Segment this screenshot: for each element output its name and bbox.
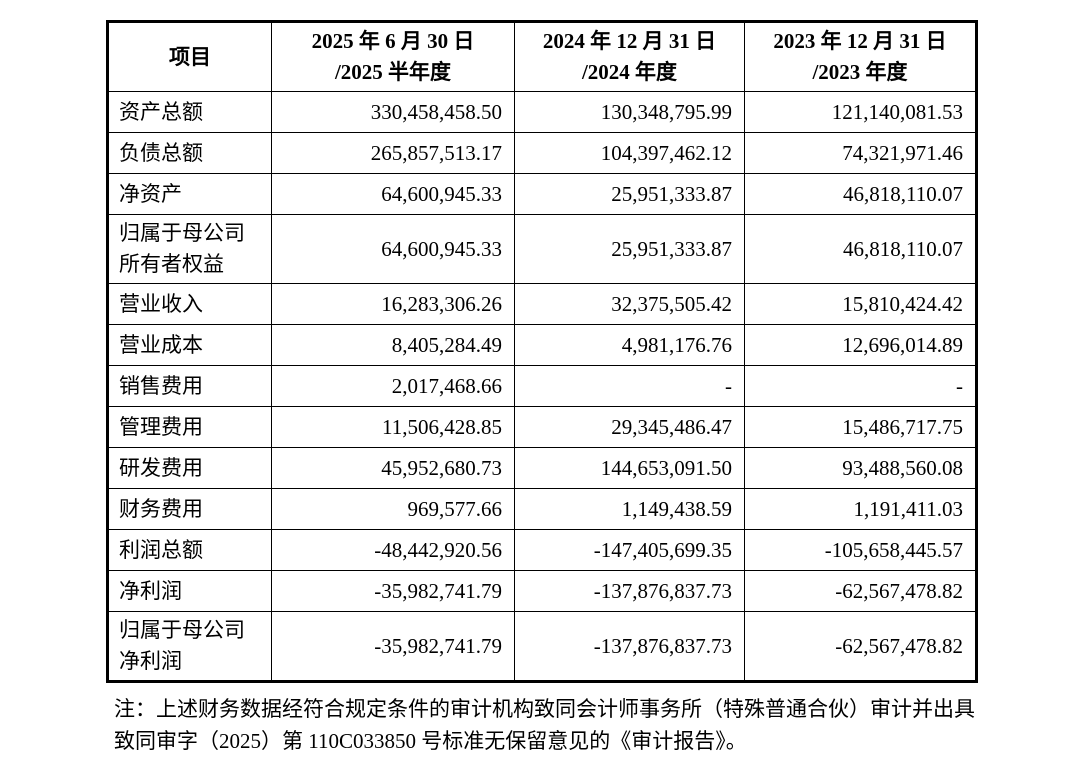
row-label: 研发费用 <box>107 447 272 489</box>
financial-summary-table: 项目 2025 年 6 月 30 日 /2025 半年度 2024 年 12 月… <box>106 20 978 683</box>
cell-2024-value: 144,653,091.50 <box>514 447 745 489</box>
row-label: 营业成本 <box>107 324 272 366</box>
cell-2024-value: - <box>514 365 745 407</box>
cell-2025-value: 330,458,458.50 <box>271 91 515 133</box>
cell-2025-value: 969,577.66 <box>271 488 515 530</box>
cell-2023-value: -62,567,478.82 <box>744 570 977 612</box>
cell-2024-value: -137,876,837.73 <box>514 570 745 612</box>
cell-2023-value: 74,321,971.46 <box>744 132 977 174</box>
cell-2025-value: 64,600,945.33 <box>271 173 515 215</box>
table-row: 营业成本 8,405,284.49 4,981,176.76 12,696,01… <box>107 324 977 366</box>
cell-2024-value: 104,397,462.12 <box>514 132 745 174</box>
cell-2023-value: -105,658,445.57 <box>744 529 977 571</box>
table-row: 财务费用 969,577.66 1,149,438.59 1,191,411.0… <box>107 488 977 530</box>
cell-2023-value: 46,818,110.07 <box>744 173 977 215</box>
cell-2023-value: 15,810,424.42 <box>744 283 977 325</box>
cell-2025-value: 11,506,428.85 <box>271 406 515 448</box>
table-header-row: 项目 2025 年 6 月 30 日 /2025 半年度 2024 年 12 月… <box>107 21 977 92</box>
header-2024-year: 2024 年 12 月 31 日 /2024 年度 <box>514 21 745 92</box>
cell-2025-value: -35,982,741.79 <box>271 570 515 612</box>
table-row: 归属于母公司 净利润 -35,982,741.79 -137,876,837.7… <box>107 611 977 682</box>
financial-report-page: 项目 2025 年 6 月 30 日 /2025 半年度 2024 年 12 月… <box>106 20 978 757</box>
table-row: 净利润 -35,982,741.79 -137,876,837.73 -62,5… <box>107 570 977 612</box>
row-label: 归属于母公司 所有者权益 <box>107 214 272 284</box>
header-2025-half-year: 2025 年 6 月 30 日 /2025 半年度 <box>271 21 515 92</box>
table-row: 利润总额 -48,442,920.56 -147,405,699.35 -105… <box>107 529 977 571</box>
cell-2025-value: -35,982,741.79 <box>271 611 515 682</box>
table-row: 归属于母公司 所有者权益 64,600,945.33 25,951,333.87… <box>107 214 977 284</box>
cell-2023-value: -62,567,478.82 <box>744 611 977 682</box>
cell-2024-value: -147,405,699.35 <box>514 529 745 571</box>
cell-2023-value: 121,140,081.53 <box>744 91 977 133</box>
table-row: 管理费用 11,506,428.85 29,345,486.47 15,486,… <box>107 406 977 448</box>
cell-2025-value: -48,442,920.56 <box>271 529 515 571</box>
row-label: 资产总额 <box>107 91 272 133</box>
row-label: 净资产 <box>107 173 272 215</box>
cell-2023-value: 12,696,014.89 <box>744 324 977 366</box>
row-label: 利润总额 <box>107 529 272 571</box>
cell-2024-value: 32,375,505.42 <box>514 283 745 325</box>
row-label: 财务费用 <box>107 488 272 530</box>
cell-2025-value: 64,600,945.33 <box>271 214 515 284</box>
cell-2024-value: 1,149,438.59 <box>514 488 745 530</box>
cell-2025-value: 265,857,513.17 <box>271 132 515 174</box>
cell-2023-value: 1,191,411.03 <box>744 488 977 530</box>
header-2023-year: 2023 年 12 月 31 日 /2023 年度 <box>744 21 977 92</box>
row-label: 销售费用 <box>107 365 272 407</box>
cell-2024-value: 4,981,176.76 <box>514 324 745 366</box>
table-row: 负债总额 265,857,513.17 104,397,462.12 74,32… <box>107 132 977 174</box>
cell-2025-value: 2,017,468.66 <box>271 365 515 407</box>
cell-2024-value: 130,348,795.99 <box>514 91 745 133</box>
row-label: 管理费用 <box>107 406 272 448</box>
row-label: 负债总额 <box>107 132 272 174</box>
table-row: 净资产 64,600,945.33 25,951,333.87 46,818,1… <box>107 173 977 215</box>
cell-2025-value: 16,283,306.26 <box>271 283 515 325</box>
cell-2024-value: 29,345,486.47 <box>514 406 745 448</box>
row-label: 归属于母公司 净利润 <box>107 611 272 682</box>
cell-2024-value: 25,951,333.87 <box>514 214 745 284</box>
table-row: 研发费用 45,952,680.73 144,653,091.50 93,488… <box>107 447 977 489</box>
cell-2023-value: 93,488,560.08 <box>744 447 977 489</box>
cell-2024-value: -137,876,837.73 <box>514 611 745 682</box>
table-row: 资产总额 330,458,458.50 130,348,795.99 121,1… <box>107 91 977 133</box>
cell-2024-value: 25,951,333.87 <box>514 173 745 215</box>
cell-2023-value: - <box>744 365 977 407</box>
cell-2023-value: 15,486,717.75 <box>744 406 977 448</box>
row-label: 净利润 <box>107 570 272 612</box>
table-row: 营业收入 16,283,306.26 32,375,505.42 15,810,… <box>107 283 977 325</box>
row-label: 营业收入 <box>107 283 272 325</box>
cell-2025-value: 8,405,284.49 <box>271 324 515 366</box>
audit-note: 注：上述财务数据经符合规定条件的审计机构致同会计师事务所（特殊普通合伙）审计并出… <box>114 697 975 753</box>
cell-2023-value: 46,818,110.07 <box>744 214 977 284</box>
table-body: 资产总额 330,458,458.50 130,348,795.99 121,1… <box>107 91 977 682</box>
header-item-column: 项目 <box>107 21 272 92</box>
cell-2025-value: 45,952,680.73 <box>271 447 515 489</box>
table-row: 销售费用 2,017,468.66 - - <box>107 365 977 407</box>
